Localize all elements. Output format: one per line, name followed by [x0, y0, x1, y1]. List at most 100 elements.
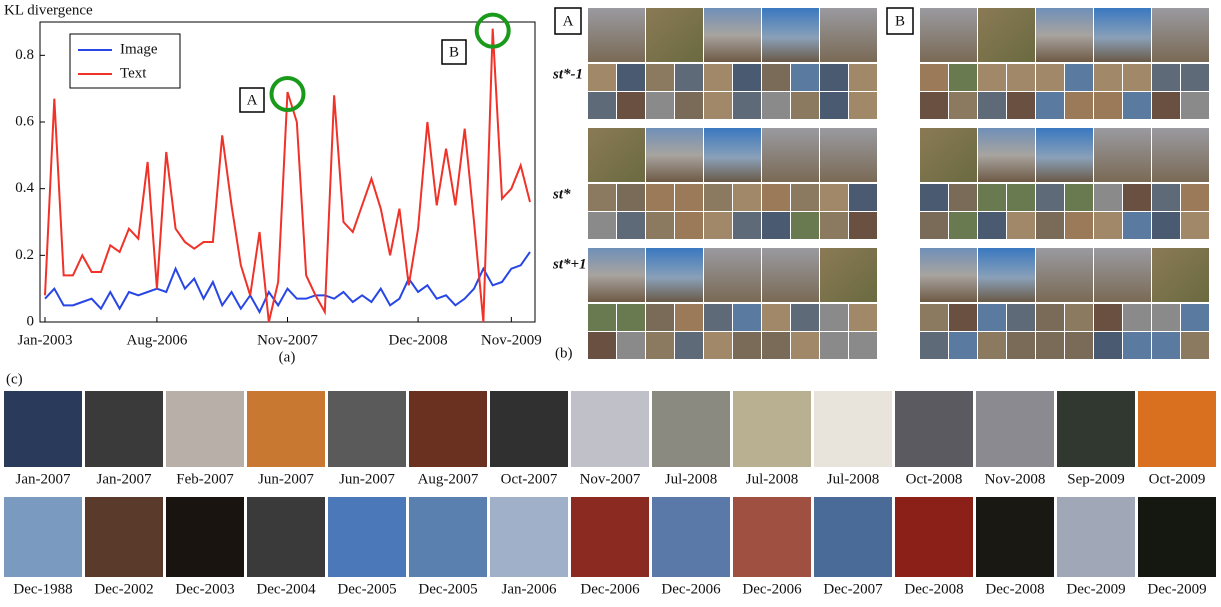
- image-thumb: [949, 64, 977, 91]
- image-thumb: [978, 332, 1006, 359]
- photo: [166, 497, 244, 577]
- x-tick-label: Aug-2006: [127, 332, 188, 348]
- photo: [247, 497, 325, 577]
- photo-date: Dec-2004: [256, 581, 316, 597]
- image-thumb: [1065, 212, 1093, 239]
- image-thumb: [617, 304, 645, 331]
- image-thumb: [1123, 212, 1151, 239]
- image-thumb: [1152, 332, 1180, 359]
- image-thumb: [675, 212, 703, 239]
- photo-date: Dec-2009: [1147, 581, 1206, 597]
- photo: [733, 497, 811, 577]
- photo-date: Dec-2002: [94, 581, 153, 597]
- image-tile: [588, 128, 645, 182]
- photo-date: Dec-2009: [1066, 581, 1125, 597]
- image-thumb: [1036, 184, 1064, 211]
- photo: [814, 391, 892, 467]
- image-thumb: [617, 212, 645, 239]
- image-thumb: [1123, 184, 1151, 211]
- image-thumb: [1152, 304, 1180, 331]
- data-line: [44, 28, 531, 323]
- image-thumb: [920, 64, 948, 91]
- row-label: st*-1: [552, 66, 583, 82]
- image-thumb: [1007, 64, 1035, 91]
- image-thumb: [949, 304, 977, 331]
- photo-date: Jun-2007: [339, 471, 395, 487]
- y-tick-label: 0.6: [15, 113, 34, 129]
- image-tile: [1036, 128, 1093, 182]
- image-thumb: [791, 92, 819, 119]
- photo-date: Jul-2008: [746, 471, 799, 487]
- x-tick-label: Nov-2009: [481, 332, 542, 348]
- image-tile: [978, 248, 1035, 302]
- image-thumb: [1007, 184, 1035, 211]
- image-thumb: [762, 304, 790, 331]
- photo: [1138, 391, 1216, 467]
- annotation-box: [441, 39, 467, 65]
- image-thumb: [1007, 212, 1035, 239]
- photo-date: Oct-2009: [1149, 471, 1206, 487]
- image-thumb: [978, 92, 1006, 119]
- image-thumb: [646, 332, 674, 359]
- y-axis-label: KL divergence: [4, 2, 93, 18]
- image-thumb: [733, 92, 761, 119]
- image-thumb: [762, 332, 790, 359]
- image-thumb: [617, 332, 645, 359]
- image-tile: [920, 128, 977, 182]
- image-thumb: [920, 304, 948, 331]
- panel-label-box: [554, 7, 582, 35]
- image-thumb: [849, 212, 877, 239]
- image-thumb: [820, 304, 848, 331]
- image-thumb: [1036, 332, 1064, 359]
- image-thumb: [646, 184, 674, 211]
- image-thumb: [1123, 92, 1151, 119]
- photo-date: Jan-2007: [16, 471, 71, 487]
- photo-date: Feb-2007: [176, 471, 234, 487]
- image-tile: [762, 128, 819, 182]
- photo-date: Dec-2007: [823, 581, 883, 597]
- image-thumb: [1181, 64, 1209, 91]
- panel-caption: (c): [6, 371, 23, 387]
- image-tile: [920, 248, 977, 302]
- photo-date: Aug-2007: [418, 471, 479, 487]
- annotation-circle: [474, 12, 511, 49]
- image-thumb: [588, 184, 616, 211]
- image-thumb: [646, 212, 674, 239]
- photo-date: Jul-2008: [827, 471, 880, 487]
- image-thumb: [675, 92, 703, 119]
- image-thumb: [1123, 304, 1151, 331]
- y-tick-label: 0.8: [15, 47, 34, 63]
- image-thumb: [704, 212, 732, 239]
- photo-date: Dec-2008: [904, 581, 963, 597]
- photo-date: Jul-2008: [665, 471, 718, 487]
- image-thumb: [849, 92, 877, 119]
- photo: [895, 497, 973, 577]
- image-thumb: [762, 212, 790, 239]
- annotation-circle: [269, 76, 306, 112]
- image-thumb: [1094, 212, 1122, 239]
- photo-date: Dec-2005: [337, 581, 396, 597]
- image-thumb: [1123, 64, 1151, 91]
- image-thumb: [1152, 64, 1180, 91]
- photo-date: Sep-2009: [1067, 471, 1125, 487]
- photo: [4, 391, 82, 467]
- photo-date: Oct-2008: [906, 471, 963, 487]
- image-thumb: [920, 332, 948, 359]
- panel-label: B: [895, 13, 905, 29]
- image-thumb: [733, 212, 761, 239]
- data-line: [44, 251, 531, 315]
- image-thumb: [733, 64, 761, 91]
- photo-date: Dec-2008: [985, 581, 1044, 597]
- image-thumb: [762, 64, 790, 91]
- photo-date: Dec-2003: [175, 581, 234, 597]
- photo: [571, 391, 649, 467]
- image-thumb: [646, 304, 674, 331]
- image-thumb: [646, 92, 674, 119]
- photo: [895, 391, 973, 467]
- legend-box: [69, 33, 181, 89]
- image-thumb: [1094, 184, 1122, 211]
- panel-caption: (a): [279, 349, 296, 365]
- image-thumb: [1181, 212, 1209, 239]
- image-thumb: [675, 332, 703, 359]
- image-thumb: [1094, 332, 1122, 359]
